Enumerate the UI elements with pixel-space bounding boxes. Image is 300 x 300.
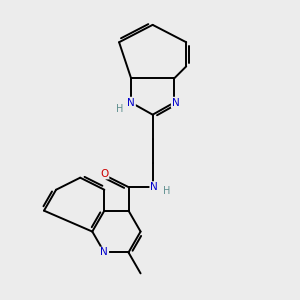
Text: N: N	[127, 98, 135, 108]
Text: H: H	[163, 186, 170, 196]
Text: N: N	[150, 182, 158, 192]
Text: N: N	[100, 248, 108, 257]
Text: H: H	[116, 104, 124, 114]
Text: N: N	[172, 98, 179, 108]
Text: O: O	[100, 169, 109, 178]
